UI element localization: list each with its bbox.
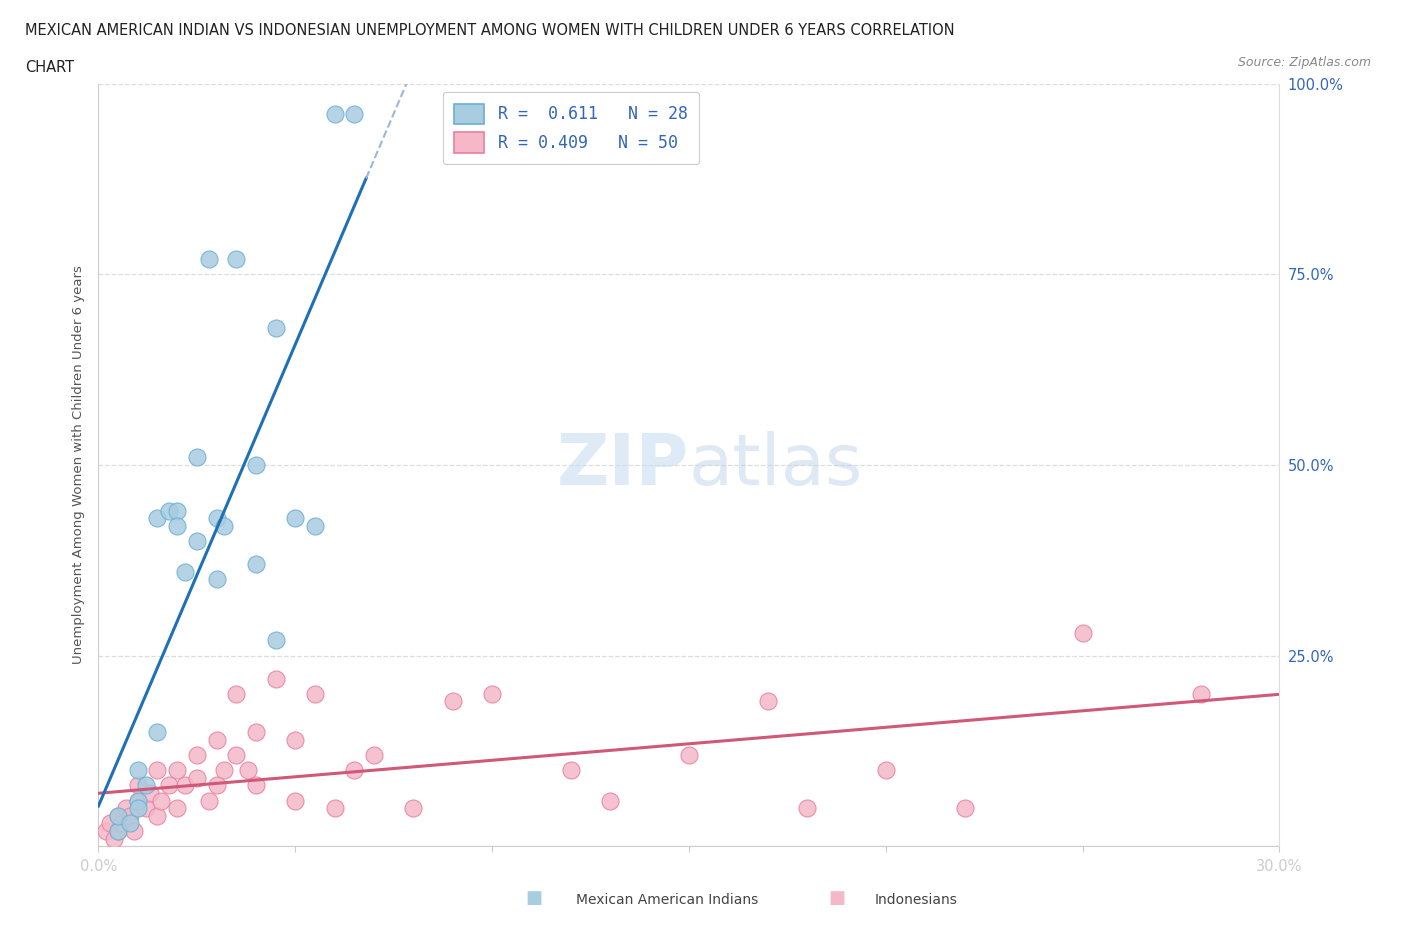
Point	[122, 824, 145, 839]
Point	[343, 107, 366, 122]
Text: ■: ■	[828, 889, 845, 907]
Point	[174, 777, 197, 792]
Point	[225, 748, 247, 763]
Point	[953, 801, 976, 816]
Point	[205, 511, 228, 525]
Point	[146, 808, 169, 823]
Point	[166, 519, 188, 534]
Point	[166, 801, 188, 816]
Point	[135, 777, 157, 792]
Point	[678, 748, 700, 763]
Point	[205, 732, 228, 747]
Text: MEXICAN AMERICAN INDIAN VS INDONESIAN UNEMPLOYMENT AMONG WOMEN WITH CHILDREN UND: MEXICAN AMERICAN INDIAN VS INDONESIAN UN…	[25, 23, 955, 38]
Point	[441, 694, 464, 709]
Point	[343, 763, 366, 777]
Point	[157, 503, 180, 518]
Point	[150, 793, 173, 808]
Point	[186, 450, 208, 465]
Point	[304, 519, 326, 534]
Point	[146, 763, 169, 777]
Point	[107, 824, 129, 839]
Point	[214, 519, 236, 534]
Point	[118, 808, 141, 823]
Point	[127, 801, 149, 816]
Point	[796, 801, 818, 816]
Point	[214, 763, 236, 777]
Point	[135, 801, 157, 816]
Point	[186, 534, 208, 549]
Point	[127, 763, 149, 777]
Text: ■: ■	[526, 889, 543, 907]
Point	[264, 633, 287, 648]
Point	[245, 724, 267, 739]
Point	[107, 824, 129, 839]
Point	[599, 793, 621, 808]
Point	[264, 320, 287, 335]
Point	[560, 763, 582, 777]
Point	[103, 831, 125, 846]
Point	[157, 777, 180, 792]
Point	[174, 565, 197, 579]
Point	[111, 816, 134, 830]
Point	[1189, 686, 1212, 701]
Text: ZIP: ZIP	[557, 431, 689, 499]
Point	[245, 458, 267, 472]
Text: Mexican American Indians: Mexican American Indians	[576, 893, 759, 907]
Point	[166, 503, 188, 518]
Point	[107, 808, 129, 823]
Point	[127, 793, 149, 808]
Point	[481, 686, 503, 701]
Point	[205, 777, 228, 792]
Point	[284, 793, 307, 808]
Point	[115, 801, 138, 816]
Point	[186, 770, 208, 785]
Point	[146, 511, 169, 525]
Point	[98, 816, 121, 830]
Point	[127, 777, 149, 792]
Point	[323, 107, 346, 122]
Point	[245, 777, 267, 792]
Point	[245, 557, 267, 572]
Point	[96, 824, 118, 839]
Point	[146, 724, 169, 739]
Point	[1071, 625, 1094, 640]
Point	[402, 801, 425, 816]
Point	[127, 793, 149, 808]
Point	[236, 763, 259, 777]
Point	[225, 252, 247, 267]
Point	[264, 671, 287, 686]
Point	[166, 763, 188, 777]
Point	[284, 732, 307, 747]
Point	[875, 763, 897, 777]
Point	[323, 801, 346, 816]
Point	[107, 808, 129, 823]
Y-axis label: Unemployment Among Women with Children Under 6 years: Unemployment Among Women with Children U…	[72, 266, 86, 664]
Point	[363, 748, 385, 763]
Text: atlas: atlas	[689, 431, 863, 499]
Point	[138, 786, 160, 801]
Point	[304, 686, 326, 701]
Point	[186, 748, 208, 763]
Point	[197, 793, 219, 808]
Point	[205, 572, 228, 587]
Point	[118, 816, 141, 830]
Point	[756, 694, 779, 709]
Text: Source: ZipAtlas.com: Source: ZipAtlas.com	[1237, 56, 1371, 69]
Point	[197, 252, 219, 267]
Point	[225, 686, 247, 701]
Legend: R =  0.611   N = 28, R = 0.409   N = 50: R = 0.611 N = 28, R = 0.409 N = 50	[443, 92, 699, 165]
Text: Indonesians: Indonesians	[875, 893, 957, 907]
Point	[284, 511, 307, 525]
Text: CHART: CHART	[25, 60, 75, 75]
